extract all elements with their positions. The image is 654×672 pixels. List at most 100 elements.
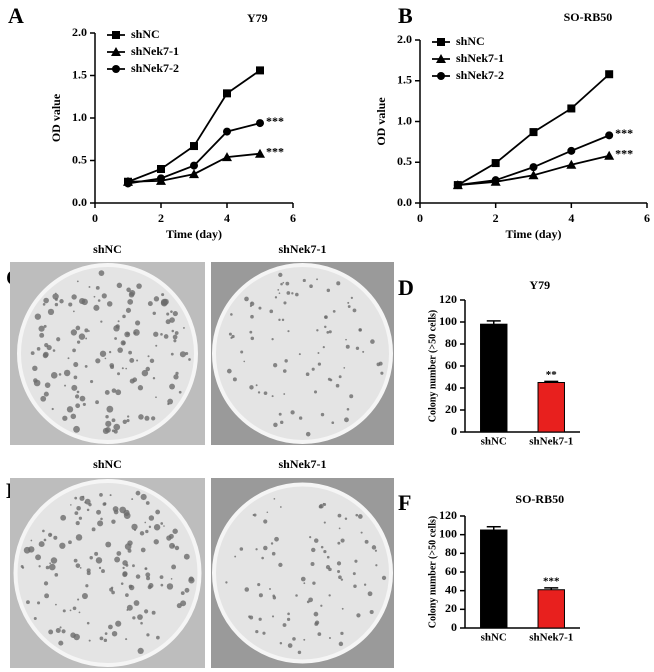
colony [137, 647, 144, 654]
colony [153, 539, 159, 545]
y-tick-label: 100 [439, 526, 457, 540]
marker [567, 146, 576, 155]
colony [121, 367, 124, 370]
colony [345, 344, 350, 349]
colony [174, 331, 179, 335]
colony [43, 391, 49, 397]
y-tick-label: 2.0 [397, 32, 412, 46]
bar [480, 323, 508, 433]
colony [152, 311, 156, 316]
y-tick-label: 80 [445, 545, 457, 559]
colony [43, 324, 47, 328]
colony [139, 531, 145, 536]
colony [55, 627, 61, 633]
colony [328, 330, 332, 334]
colony [278, 412, 282, 416]
colony [355, 513, 359, 517]
colony [70, 504, 72, 506]
marker [605, 131, 614, 140]
y-tick-label: 0 [451, 620, 457, 634]
x-tick-label: shNC [481, 632, 507, 644]
colony [135, 574, 141, 579]
x-tick-label: 4 [224, 211, 230, 225]
colony [33, 378, 38, 383]
colony [273, 422, 278, 428]
colony [170, 578, 173, 580]
colony [145, 366, 151, 372]
colony [63, 369, 71, 377]
colony [115, 389, 122, 396]
marker [491, 176, 500, 185]
colony [167, 398, 174, 405]
colony [138, 414, 144, 420]
colony [84, 364, 88, 368]
colony [95, 557, 103, 564]
colony [274, 536, 279, 542]
significance: *** [543, 575, 560, 587]
colony [59, 299, 64, 304]
colony [281, 318, 285, 322]
colony [340, 538, 345, 543]
colony [249, 305, 252, 308]
y-tick-label: 40 [445, 380, 457, 394]
colony [354, 559, 358, 563]
marker [256, 119, 264, 128]
colony [75, 534, 83, 541]
colony [347, 305, 351, 308]
colony [54, 298, 58, 301]
colony [87, 330, 90, 332]
colony [127, 299, 134, 305]
colony [170, 310, 173, 313]
marker [604, 150, 615, 160]
colony [317, 352, 320, 354]
colony [102, 502, 107, 506]
y-tick-label: 60 [445, 564, 457, 578]
colony [105, 414, 109, 419]
colony [286, 291, 291, 295]
photo-label: shNek7-1 [278, 457, 326, 471]
colony [285, 281, 290, 286]
x-tick-label: 2 [158, 211, 164, 225]
y-tick-label: 1.0 [397, 113, 412, 127]
colony [111, 429, 115, 433]
colony [23, 546, 31, 554]
colony [129, 290, 136, 297]
colony [59, 626, 62, 629]
colony [295, 594, 298, 597]
plate [212, 482, 393, 664]
colony [369, 610, 374, 615]
colony [78, 611, 81, 614]
significance: *** [615, 126, 633, 140]
colony [258, 593, 263, 598]
bar [537, 589, 565, 629]
colony [278, 562, 283, 567]
colony [140, 493, 147, 501]
colony [105, 420, 112, 427]
y-tick-label: 40 [445, 582, 457, 596]
y-axis-label: OD value [374, 97, 388, 146]
chart-title: SO-RB50 [564, 10, 613, 24]
plate [13, 479, 202, 667]
colony [343, 367, 346, 369]
marker [190, 142, 198, 151]
colony [79, 567, 82, 569]
colony [338, 641, 344, 647]
colony [88, 639, 91, 642]
colony [303, 638, 306, 641]
y-axis-label: Colony number (>50 cells) [427, 310, 438, 422]
colony [111, 590, 115, 595]
colony [126, 332, 130, 336]
colony [42, 352, 49, 359]
colony [75, 403, 81, 409]
colony [279, 642, 283, 645]
colony [168, 533, 174, 539]
colony [272, 594, 276, 598]
colony [322, 502, 325, 505]
colony [122, 572, 128, 578]
colony [79, 395, 86, 402]
colony [151, 610, 156, 615]
colony [135, 490, 141, 496]
marker [157, 174, 165, 183]
marker [453, 181, 462, 190]
y-tick-label: 100 [439, 314, 457, 328]
